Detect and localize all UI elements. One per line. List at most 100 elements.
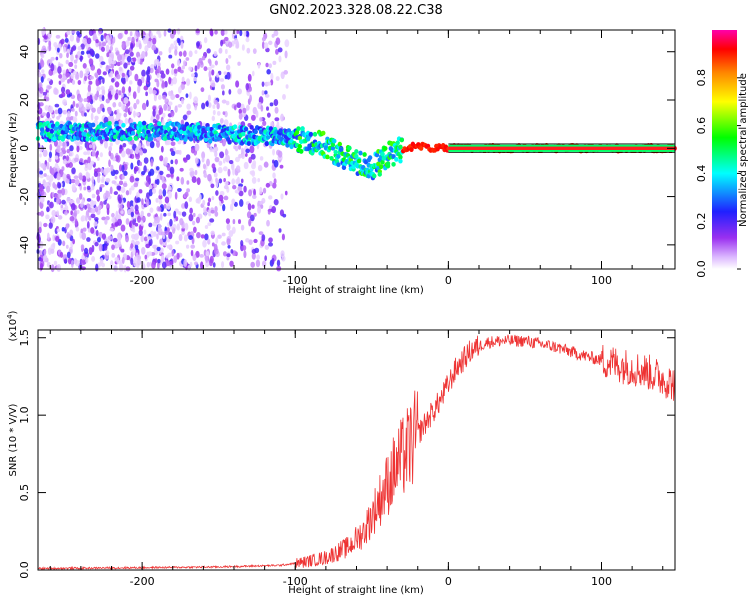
spectrogram-point [54, 103, 60, 108]
spectrogram-point [156, 114, 160, 121]
spectrogram-point [130, 42, 134, 50]
spectrogram-point [274, 106, 279, 114]
snr-scale-label: (x104) [6, 310, 19, 341]
spectrogram-point [223, 177, 226, 183]
spectrogram-point [201, 102, 206, 110]
spectrogram-point [170, 226, 174, 230]
spectrogram-point [60, 86, 66, 94]
spectrogram-point [76, 197, 81, 204]
spectrogram-point [58, 142, 63, 147]
spectrogram-point [119, 144, 123, 150]
spectrogram-point [108, 93, 113, 101]
spectrogram-point [243, 185, 247, 193]
spectrogram-point [66, 110, 71, 119]
spectrogram-point [118, 213, 122, 220]
snr-y-tick-label: 1.0 [18, 406, 31, 424]
spectrogram-point [225, 100, 230, 106]
spectrogram-point [235, 80, 240, 88]
spectrogram-point [213, 99, 218, 105]
spectrogram-point [186, 103, 191, 110]
spectrogram-ridge-point [380, 159, 385, 165]
spectrogram-point [57, 66, 62, 74]
spectrogram-point [134, 204, 139, 212]
spectrogram-point [101, 41, 107, 47]
spectrogram-point [121, 42, 127, 50]
spectrogram-point [129, 106, 133, 112]
spectrogram-point [158, 188, 163, 196]
spectrogram-point [66, 231, 70, 240]
snr-x-tick-label: 0 [445, 575, 452, 588]
spectrogram-point [109, 227, 114, 232]
spectrogram-point [46, 232, 50, 240]
spectrogram-point [202, 199, 206, 206]
spectrogram-point [264, 93, 270, 98]
spectrogram-point [129, 200, 134, 209]
spectrogram-point [183, 259, 188, 268]
spectrogram-point [207, 94, 211, 102]
spectrogram-point [71, 167, 76, 175]
spectrogram-point [273, 30, 279, 37]
spectrogram-point [146, 99, 149, 108]
spectrogram-point [186, 110, 192, 115]
spectrogram-point [61, 199, 66, 205]
spectrogram-point [57, 215, 63, 220]
spectrogram-point [237, 186, 243, 191]
spectrogram-point [72, 238, 75, 245]
spectrogram-point [158, 51, 163, 56]
spectrogram-ridge-point [203, 137, 209, 142]
spectrogram-point [165, 68, 170, 75]
spectrogram-point [268, 242, 274, 247]
spectrogram-point [60, 77, 66, 83]
spectrogram-point [109, 142, 113, 147]
spectrogram-point [71, 108, 75, 112]
spectrogram-point [162, 94, 167, 100]
spectrogram-point [88, 247, 93, 255]
spectrogram-point [219, 151, 225, 159]
spectrogram-point [275, 48, 279, 55]
spectrogram-point [251, 176, 257, 184]
spectrogram-point [39, 153, 42, 158]
spectrogram-point [38, 221, 43, 229]
spectrogram-point [136, 259, 142, 266]
spectrogram-point [61, 91, 66, 98]
spectrogram-ridge-point [367, 155, 373, 161]
spectrogram-point [225, 58, 229, 64]
spectrogram-point [121, 256, 125, 265]
spectrogram-ridge-point [249, 124, 254, 130]
spectrogram-point [135, 51, 141, 58]
spectrogram-point [96, 167, 102, 173]
spectrogram-point [226, 253, 231, 258]
spectrogram-point [212, 109, 216, 116]
spectrogram-point [95, 229, 99, 237]
spectrogram-ridge-point [354, 149, 359, 154]
spectrogram-point [183, 234, 188, 242]
spectrogram-point [250, 114, 256, 121]
snr-x-label: Height of straight line (km) [288, 585, 424, 596]
spectrogram-point [254, 247, 260, 254]
spectrogram-point [75, 226, 80, 232]
spectrogram-point [218, 47, 223, 54]
spectrogram-ridge-point [321, 130, 326, 136]
spectrogram-point [157, 94, 162, 101]
spectrogram-point [86, 198, 92, 202]
spectrogram-point [90, 64, 96, 71]
spectrogram-point [202, 239, 207, 248]
spectrogram-point [170, 93, 176, 101]
spectrogram-point [216, 73, 220, 78]
spectrogram-point [86, 185, 91, 190]
spectrogram-point [192, 220, 196, 226]
spectrogram-point [138, 42, 142, 50]
spectrogram-point [72, 116, 78, 123]
spectrogram-ridge-point [300, 126, 305, 131]
spectrogram-point [92, 200, 97, 206]
spectrogram-point [56, 210, 60, 216]
spectrogram-point [39, 183, 44, 192]
spectrogram-point [234, 156, 240, 163]
spectrogram-point [50, 264, 55, 273]
spectrogram-ridge-point [385, 161, 391, 167]
spectrogram-point [118, 66, 123, 72]
spectrogram-point [54, 155, 59, 160]
spectrogram-point [221, 241, 226, 246]
spectrogram-point [231, 178, 236, 185]
